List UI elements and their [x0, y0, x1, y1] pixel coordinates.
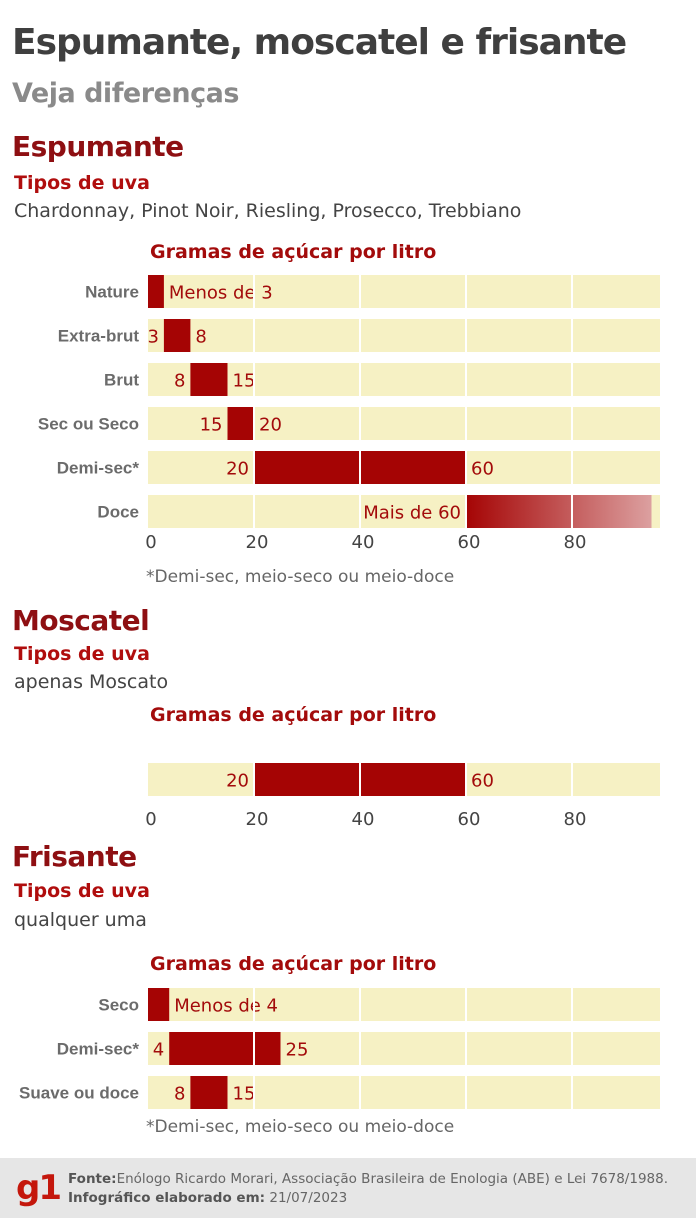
category-label: Sec ou Seco: [38, 415, 139, 434]
section-title-frisante: Frisante: [12, 840, 137, 873]
bar-0-0: [148, 275, 164, 308]
bar-0-1: [163, 319, 191, 352]
made-label: Infográfico elaborado em:: [68, 1190, 266, 1206]
grape-list-espumante: Chardonnay, Pinot Noir, Riesling, Prosec…: [14, 200, 522, 222]
data-label-start: 20: [226, 459, 249, 480]
grape-label-espumante: Tipos de uva: [14, 172, 150, 194]
data-label-start: Mais de 60: [363, 503, 461, 524]
category-label: Demi-sec*: [57, 1040, 140, 1059]
x-tick-label: 40: [352, 809, 375, 830]
category-label: Brut: [104, 371, 139, 390]
track-2-0: [148, 988, 660, 1021]
page-title: Espumante, moscatel e frisante: [12, 22, 627, 63]
data-label-start: 20: [226, 771, 249, 792]
data-label-end: 60: [471, 459, 494, 480]
section-title-espumante: Espumante: [12, 130, 184, 163]
page-subtitle: Veja diferenças: [12, 78, 239, 109]
data-label-end: 15: [233, 1084, 256, 1105]
x-tick-label: 20: [246, 809, 269, 830]
data-label-end: 15: [233, 371, 256, 392]
track-2-2: [148, 1076, 660, 1109]
bar-2-1: [169, 1032, 281, 1065]
category-label: Demi-sec*: [57, 459, 140, 478]
x-tick-label: 0: [145, 532, 156, 553]
data-label-start: 3: [147, 327, 158, 348]
data-label-start: 4: [153, 1040, 164, 1061]
x-tick-label: 0: [145, 809, 156, 830]
x-tick-label: 20: [246, 532, 269, 553]
espumante-sugar-chart: Nature Menos de 3 Extra-brut 3 8 Brut 8 15 Sec o…: [38, 275, 660, 553]
grape-list-moscatel: apenas Moscato: [14, 671, 169, 693]
chart-title-espumante: Gramas de açúcar por litro: [150, 241, 437, 263]
bar-0-2: [190, 363, 228, 396]
category-label: Suave ou doce: [19, 1084, 139, 1103]
section-title-moscatel: Moscatel: [12, 604, 150, 637]
x-tick-label: 60: [458, 532, 481, 553]
made-line: Infográfico elaborado em: 21/07/2023: [68, 1190, 347, 1206]
x-tick-label: 80: [564, 532, 587, 553]
moscatel-sugar-chart: 20 60 0 20 40 60 80: [145, 763, 660, 830]
x-tick-label: 80: [564, 809, 587, 830]
data-label-end: 60: [471, 771, 494, 792]
footer: g1 Fonte:Enólogo Ricardo Morari, Associa…: [0, 1158, 696, 1218]
made-date: 21/07/2023: [269, 1190, 348, 1206]
category-label: Extra-brut: [58, 327, 140, 346]
g1-logo: g1: [16, 1168, 62, 1208]
data-label-start: 8: [174, 371, 185, 392]
track-0-0: [148, 275, 660, 308]
data-label-end: 8: [195, 327, 206, 348]
source-text: Enólogo Ricardo Morari, Associação Brasi…: [116, 1171, 669, 1187]
chart-title-moscatel: Gramas de açúcar por litro: [150, 704, 437, 726]
frisante-sugar-chart: Seco Menos de 4 Demi-sec* 4 25 Suave ou doce 8…: [19, 988, 660, 1109]
source-label: Fonte:: [68, 1171, 117, 1187]
data-label-start: 15: [200, 415, 223, 436]
track-0-3: [148, 407, 660, 440]
source-line: Fonte:Enólogo Ricardo Morari, Associação…: [68, 1171, 668, 1187]
x-tick-label: 40: [352, 532, 375, 553]
data-label-end: Menos de 4: [174, 996, 278, 1017]
category-label: Doce: [97, 503, 139, 522]
track-0-2: [148, 363, 660, 396]
category-label: Nature: [85, 283, 139, 302]
track-0-1: [148, 319, 660, 352]
bar-0-3: [227, 407, 254, 440]
grape-list-frisante: qualquer uma: [14, 909, 147, 931]
category-label: Seco: [98, 996, 139, 1015]
grape-label-frisante: Tipos de uva: [14, 880, 150, 902]
data-label-end: 25: [286, 1040, 309, 1061]
data-label-end: Menos de 3: [169, 283, 273, 304]
footnote-frisante: *Demi-sec, meio-seco ou meio-doce: [146, 1117, 455, 1137]
bar-0-5: [466, 495, 652, 528]
bar-2-2: [190, 1076, 228, 1109]
chart-title-frisante: Gramas de açúcar por litro: [150, 953, 437, 975]
x-tick-label: 60: [458, 809, 481, 830]
bar-2-0: [148, 988, 170, 1021]
data-label-end: 20: [259, 415, 282, 436]
data-label-start: 8: [174, 1084, 185, 1105]
grape-label-moscatel: Tipos de uva: [14, 643, 150, 665]
footnote-espumante: *Demi-sec, meio-seco ou meio-doce: [146, 567, 455, 587]
